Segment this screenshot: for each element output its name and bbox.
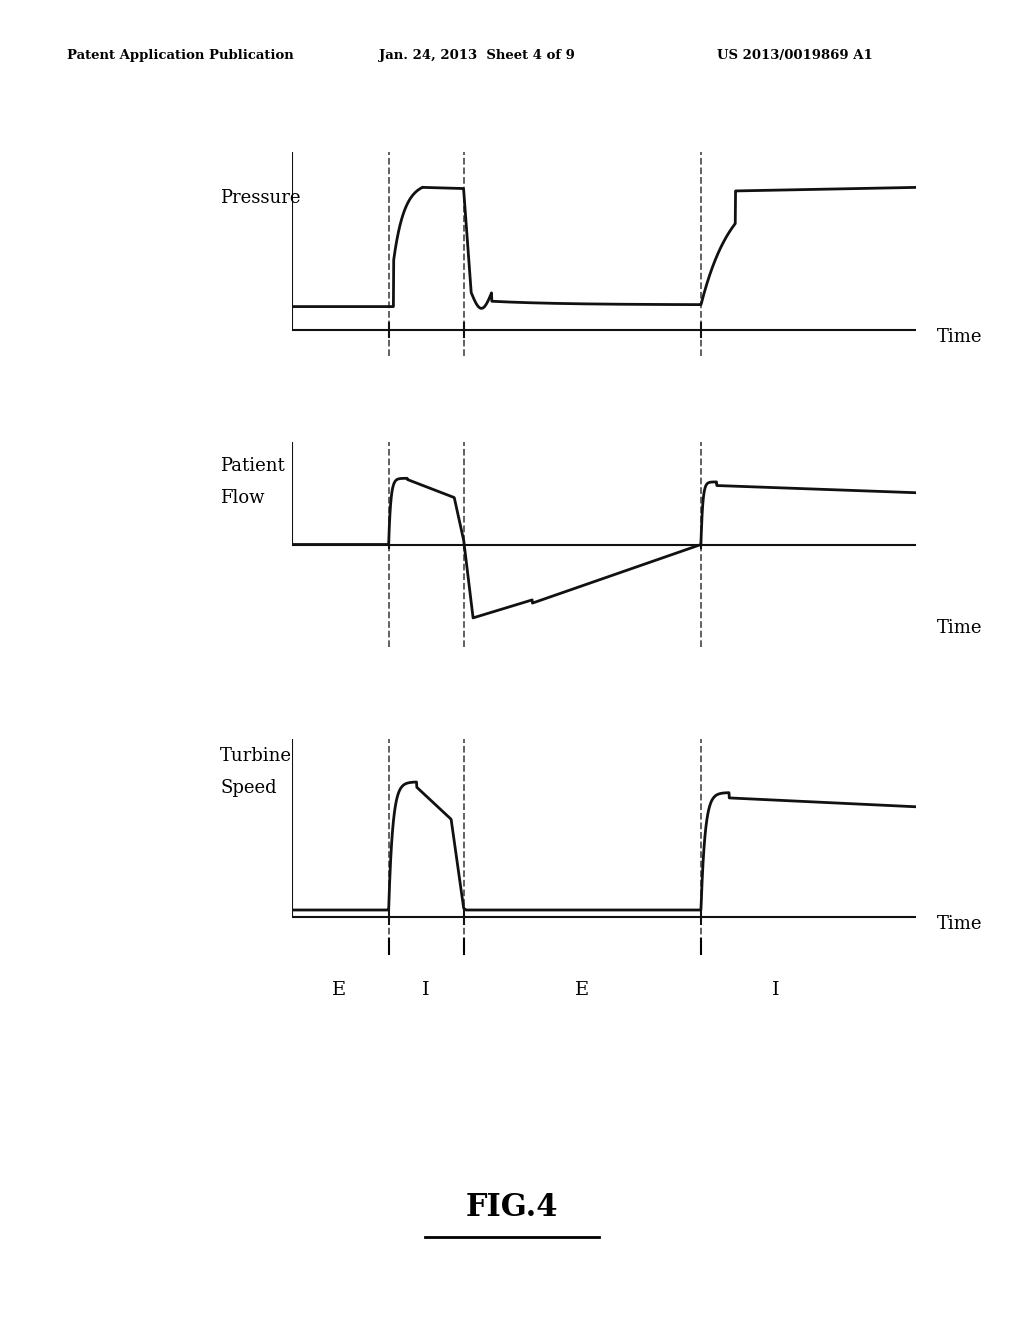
Text: US 2013/0019869 A1: US 2013/0019869 A1 <box>717 49 872 62</box>
Text: Speed: Speed <box>220 779 276 797</box>
Text: Jan. 24, 2013  Sheet 4 of 9: Jan. 24, 2013 Sheet 4 of 9 <box>379 49 574 62</box>
Text: Turbine: Turbine <box>220 747 292 766</box>
Text: FIG.4: FIG.4 <box>466 1192 558 1224</box>
Text: Flow: Flow <box>220 488 264 507</box>
Text: Time: Time <box>937 619 982 638</box>
Text: I: I <box>772 981 779 999</box>
Text: Patent Application Publication: Patent Application Publication <box>67 49 293 62</box>
Text: Time: Time <box>937 327 982 346</box>
Text: I: I <box>422 981 430 999</box>
Text: E: E <box>332 981 346 999</box>
Text: Patient: Patient <box>220 457 285 475</box>
Text: E: E <box>575 981 590 999</box>
Text: Pressure: Pressure <box>220 189 301 207</box>
Text: Time: Time <box>937 915 982 933</box>
